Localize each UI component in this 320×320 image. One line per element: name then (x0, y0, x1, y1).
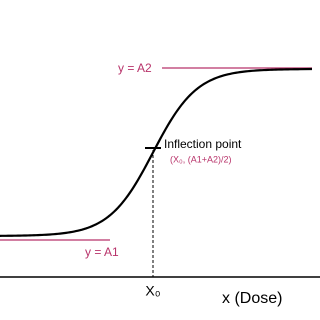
sigmoid-curve (0, 67, 313, 237)
x-axis-label: x (Dose) (222, 290, 282, 307)
lower-asymptote-label: y = A1 (85, 245, 119, 259)
upper-asymptote-label: y = A2 (118, 61, 152, 75)
inflection-label: Inflection point (164, 137, 242, 151)
inflection-coords-label: (X₀, (A1+A2)/2) (170, 154, 232, 164)
x0-label: X₀ (145, 283, 160, 299)
